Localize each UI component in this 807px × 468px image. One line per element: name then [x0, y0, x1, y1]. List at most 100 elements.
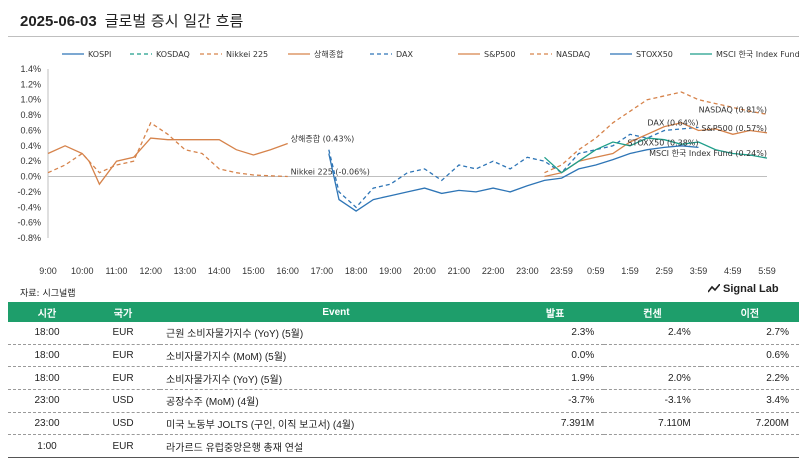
x-tick-label: 23:00	[516, 266, 539, 276]
series-line	[328, 145, 699, 212]
x-tick-label: 20:00	[413, 266, 436, 276]
series-annotation: 상해종합 (0.43%)	[291, 134, 355, 144]
x-tick-label: 1:59	[621, 266, 639, 276]
legend-label: 상해종합	[314, 49, 344, 59]
legend-label: MSCI 한국 Index Fund	[716, 50, 800, 59]
signal-icon	[707, 283, 721, 293]
brand-name: Signal Lab	[723, 283, 779, 295]
source-note: 자료: 시그널랩	[20, 289, 76, 299]
cell-country: EUR	[86, 434, 160, 459]
header-time: 시간	[8, 302, 86, 322]
x-tick-label: 5:59	[758, 266, 776, 276]
cell-actual: 1.9%	[506, 366, 605, 391]
x-tick-label: 11:00	[106, 266, 128, 276]
x-tick-label: 0:59	[587, 266, 605, 276]
y-tick-label: 0.2%	[20, 156, 41, 166]
cell-time: 18:00	[8, 322, 86, 345]
x-tick-label: 16:00	[276, 266, 299, 276]
cell-forecast: 7.110M	[604, 412, 701, 436]
brand-logo: Signal Lab	[707, 283, 779, 295]
series-annotation: Nikkei 225 (-0.06%)	[291, 168, 370, 177]
table-row: 23:00 USD 공장수주 (MoM) (4월) -3.7% -3.1% 3.…	[8, 389, 799, 413]
legend-label: KOSDAQ	[156, 50, 190, 59]
series-annotation: STOXX50 (0.38%)	[627, 138, 698, 147]
x-tick-label: 4:59	[724, 266, 742, 276]
x-tick-label: 9:00	[39, 266, 57, 276]
cell-previous: 0.6%	[700, 344, 799, 368]
y-tick-label: 1.2%	[20, 79, 41, 89]
cell-time: 23:00	[8, 412, 86, 436]
cell-actual	[506, 434, 605, 459]
x-tick-label: 21:00	[448, 266, 471, 276]
x-tick-label: 23:59	[550, 266, 573, 276]
legend-label: S&P500	[484, 50, 515, 59]
cell-event: 공장수주 (MoM) (4월)	[160, 389, 506, 413]
cell-actual: 7.391M	[506, 412, 605, 436]
table-header-row: 시간 국가 Event 발표 컨센 이전	[8, 302, 799, 322]
legend-label: NASDAQ	[556, 50, 590, 59]
x-tick-label: 22:00	[482, 266, 505, 276]
cell-time: 18:00	[8, 366, 86, 391]
legend-label: KOSPI	[88, 50, 111, 59]
table-row: 18:00 EUR 근원 소비자물가지수 (YoY) (5월) 2.3% 2.4…	[8, 322, 799, 345]
cell-country: EUR	[86, 344, 160, 368]
table-row: 18:00 EUR 소비자물가지수 (YoY) (5월) 1.9% 2.0% 2…	[8, 366, 799, 391]
series-line	[544, 122, 768, 178]
cell-time: 18:00	[8, 344, 86, 368]
cell-event: 라가르드 유럽중앙은행 총재 연설	[160, 434, 506, 459]
series-line	[47, 137, 288, 186]
y-tick-label: 1.0%	[20, 95, 41, 105]
series-annotation: NASDAQ (0.81%)	[699, 105, 767, 114]
cell-country: EUR	[86, 322, 160, 345]
divider	[8, 36, 799, 37]
y-tick-label: -0.2%	[17, 187, 41, 197]
y-tick-label: 0.0%	[20, 172, 41, 182]
series-line	[544, 91, 768, 174]
cell-event: 소비자물가지수 (YoY) (5월)	[160, 366, 506, 391]
cell-forecast	[604, 344, 701, 368]
cell-event: 근원 소비자물가지수 (YoY) (5월)	[160, 322, 506, 345]
cell-previous: 7.200M	[700, 412, 799, 436]
header-country: 국가	[86, 302, 160, 322]
cell-forecast	[604, 434, 701, 459]
cell-previous	[700, 434, 799, 459]
cell-country: EUR	[86, 366, 160, 391]
table-row: 1:00 EUR 라가르드 유럽중앙은행 총재 연설	[8, 434, 799, 459]
y-tick-label: -0.8%	[17, 233, 41, 243]
cell-previous: 2.7%	[700, 322, 799, 345]
report-date: 2025-06-03	[20, 13, 97, 30]
cell-country: USD	[86, 389, 160, 413]
cell-actual: 2.3%	[506, 322, 605, 345]
cell-forecast: 2.4%	[604, 322, 701, 345]
x-tick-label: 15:00	[242, 266, 265, 276]
x-tick-label: 12:00	[139, 266, 162, 276]
table-row: 23:00 USD 미국 노동부 JOLTS (구인, 이직 보고서) (4월)…	[8, 412, 799, 436]
series-annotation: S&P500 (0.57%)	[701, 124, 767, 133]
y-tick-label: 1.4%	[20, 64, 41, 74]
cell-actual: -3.7%	[506, 389, 605, 413]
legend-label: STOXX50	[636, 50, 673, 59]
x-tick-label: 3:59	[690, 266, 708, 276]
x-tick-label: 2:59	[656, 266, 674, 276]
table-row: 18:00 EUR 소비자물가지수 (MoM) (5월) 0.0% 0.6%	[8, 344, 799, 368]
x-tick-label: 18:00	[345, 266, 368, 276]
cell-forecast: -3.1%	[604, 389, 701, 413]
series-annotation: MSCI 한국 Index Fund (0.24%)	[649, 149, 767, 158]
header-previous: 이전	[700, 302, 799, 322]
header-forecast: 컨센	[604, 302, 701, 322]
legend-label: Nikkei 225	[226, 50, 268, 59]
line-chart: 1.4% 1.2% 1.0% 0.8% 0.6% 0.4% 0.2% 0.0% -0.2% -0.…	[17, 49, 800, 276]
y-tick-label: -0.6%	[17, 218, 41, 228]
x-tick-label: 19:00	[379, 266, 402, 276]
header-actual: 발표	[506, 302, 605, 322]
cell-previous: 3.4%	[700, 389, 799, 413]
page-title: 2025-06-03 글로벌 증시 일간 흐름	[20, 10, 243, 31]
cell-country: USD	[86, 412, 160, 436]
legend-label: DAX	[396, 50, 413, 59]
cell-previous: 2.2%	[700, 366, 799, 391]
cell-event: 미국 노동부 JOLTS (구인, 이직 보고서) (4월)	[160, 412, 506, 436]
report-title: 글로벌 증시 일간 흐름	[104, 12, 244, 30]
cell-event: 소비자물가지수 (MoM) (5월)	[160, 344, 506, 368]
cell-actual: 0.0%	[506, 344, 605, 368]
x-tick-label: 14:00	[208, 266, 231, 276]
